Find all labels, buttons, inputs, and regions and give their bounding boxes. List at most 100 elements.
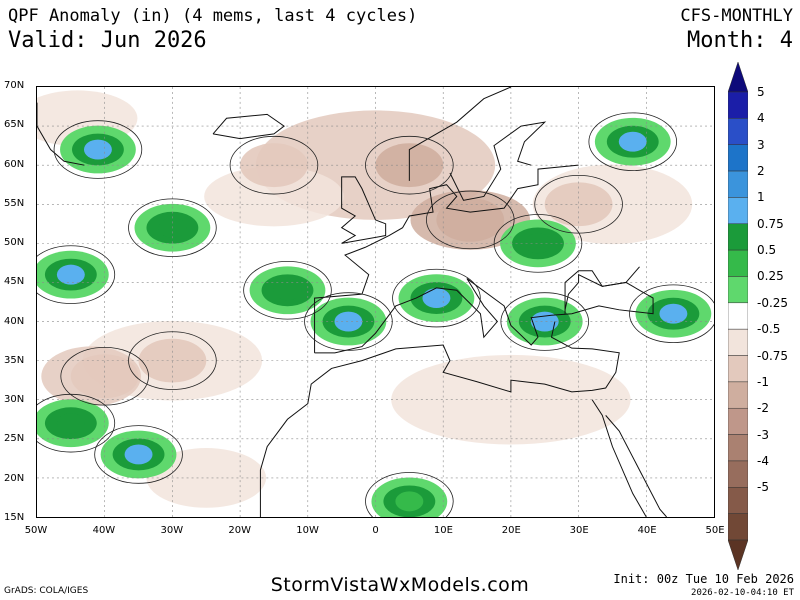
dry-central-europe <box>436 198 505 242</box>
grads-credit: GrADS: COLA/IGES <box>4 586 89 596</box>
lon-label: 40E <box>637 525 657 536</box>
colorbar-level-label: 3 <box>757 137 765 152</box>
wet-russia-north <box>618 131 647 152</box>
dry-eastern-europe <box>544 182 613 227</box>
forecast-month: Month: 4 <box>687 28 793 53</box>
wet-russia-north-contour <box>588 112 678 171</box>
wet-alps <box>422 288 451 309</box>
issue-timestamp: 2026-02-10-04:10 ET <box>691 588 794 598</box>
lon-label: 40W <box>92 525 116 536</box>
lon-label: 50E <box>705 525 725 536</box>
lon-label: 30W <box>160 525 184 536</box>
wet-cape-verde <box>124 444 153 465</box>
coast-sweden <box>449 121 547 201</box>
lat-label: 55N <box>4 197 25 209</box>
model-name: CFS-MONTHLY <box>680 6 793 26</box>
colorbar-swatch <box>728 355 748 383</box>
colorbar-level-label: -0.25 <box>757 295 789 310</box>
lat-label: 60N <box>4 158 25 170</box>
colorbar-swatch <box>728 302 748 330</box>
colorbar-level-label: -3 <box>757 427 769 442</box>
colorbar-swatch <box>728 249 748 277</box>
colorbar-level-label: 5 <box>757 85 765 99</box>
lat-label: 70N <box>4 80 25 91</box>
dry-atlantic-south-contour <box>128 331 217 390</box>
wet-azores <box>273 280 302 301</box>
colorbar-swatch <box>728 223 748 251</box>
colorbar-swatch <box>728 328 748 356</box>
wet-north-atlantic-west <box>56 264 85 285</box>
init-time: Init: 00z Tue 10 Feb 2026 <box>613 572 794 586</box>
colorbar-swatch <box>728 434 748 462</box>
colorbar-swatch <box>728 170 748 198</box>
dry-eastern-europe-contour <box>534 175 623 234</box>
lon-label: 50W <box>24 525 48 536</box>
colorbar-level-label: 0.5 <box>757 243 777 258</box>
lat-label: 25N <box>4 433 25 445</box>
colorbar-swatch <box>728 197 748 225</box>
coast-iceland <box>212 113 285 140</box>
lat-label: 15N <box>4 512 25 523</box>
colorbar-level-label: 1 <box>757 190 765 205</box>
colorbar-swatch <box>728 276 748 304</box>
coast-norway <box>408 87 512 181</box>
colorbar-swatch <box>728 407 748 435</box>
colorbar-top-arrow <box>728 62 748 93</box>
lon-label: 20W <box>228 525 251 536</box>
coast-red-sea-east <box>605 415 667 517</box>
anomaly-map <box>36 86 715 518</box>
lon-label: 10W <box>296 525 319 536</box>
wet-balkans-contour <box>500 292 590 351</box>
coast-red-sea-west <box>591 399 647 517</box>
wet-north-atlantic-west-contour <box>37 245 116 304</box>
lat-label: 65N <box>4 119 25 131</box>
wet-alps-contour <box>392 268 481 328</box>
dry-north-atlantic <box>240 143 308 188</box>
wet-sahel-contour <box>365 472 454 517</box>
colorbar-level-label: -4 <box>757 453 769 468</box>
colorbar-swatch <box>728 513 748 541</box>
wet-sahel <box>395 491 424 512</box>
dry-north-atlantic-contour <box>229 135 319 195</box>
colorbar-swatch <box>728 144 748 172</box>
lon-label: 20E <box>501 525 521 536</box>
wet-eastern-europe <box>524 233 552 254</box>
wet-west-atlantic-south <box>56 413 85 434</box>
chart-title: QPF Anomaly (in) (4 mems, last 4 cycles) <box>8 6 418 26</box>
colorbar <box>728 62 748 570</box>
dry-patch-6 <box>204 166 344 227</box>
coast-europe-north <box>314 164 579 353</box>
wet-caucasus <box>659 303 688 324</box>
wet-north-atlantic-mid-contour <box>128 198 217 257</box>
dry-atlantic-tropics-contour <box>60 347 149 406</box>
wet-greenland-sea-contour <box>53 120 143 179</box>
colorbar-swatch <box>728 381 748 409</box>
lat-label: 40N <box>4 315 25 327</box>
wet-iberia <box>334 311 363 332</box>
map-canvas <box>37 87 714 517</box>
wet-iberia-contour <box>304 292 393 351</box>
colorbar-level-label: -0.5 <box>757 322 781 337</box>
lat-label: 35N <box>4 354 25 366</box>
colorbar-level-label: -5 <box>757 480 769 495</box>
lat-label: 45N <box>4 276 25 288</box>
colorbar-swatch <box>728 460 748 488</box>
dry-patch-8 <box>146 448 267 508</box>
colorbar-swatch <box>728 487 748 514</box>
website-label: StormVistaWxModels.com <box>270 574 530 596</box>
wet-eastern-europe-contour <box>493 214 583 273</box>
dry-central-europe-contour <box>426 190 515 250</box>
colorbar-level-label: -1 <box>757 374 769 389</box>
colorbar-level-label: 2 <box>757 164 765 179</box>
coast-africa-north <box>259 321 620 517</box>
colorbar-level-label: 4 <box>757 111 765 126</box>
colorbar-level-label: 0.75 <box>757 216 784 231</box>
colorbar-swatch <box>728 91 748 119</box>
lon-label: 0 <box>372 525 379 536</box>
lat-label: 50N <box>4 237 25 249</box>
colorbar-level-label: -0.75 <box>757 348 789 363</box>
wet-caucasus-contour <box>629 284 714 343</box>
wet-greenland-sea <box>83 139 112 160</box>
coast-greenland <box>37 102 85 166</box>
lat-label: 30N <box>4 394 25 406</box>
